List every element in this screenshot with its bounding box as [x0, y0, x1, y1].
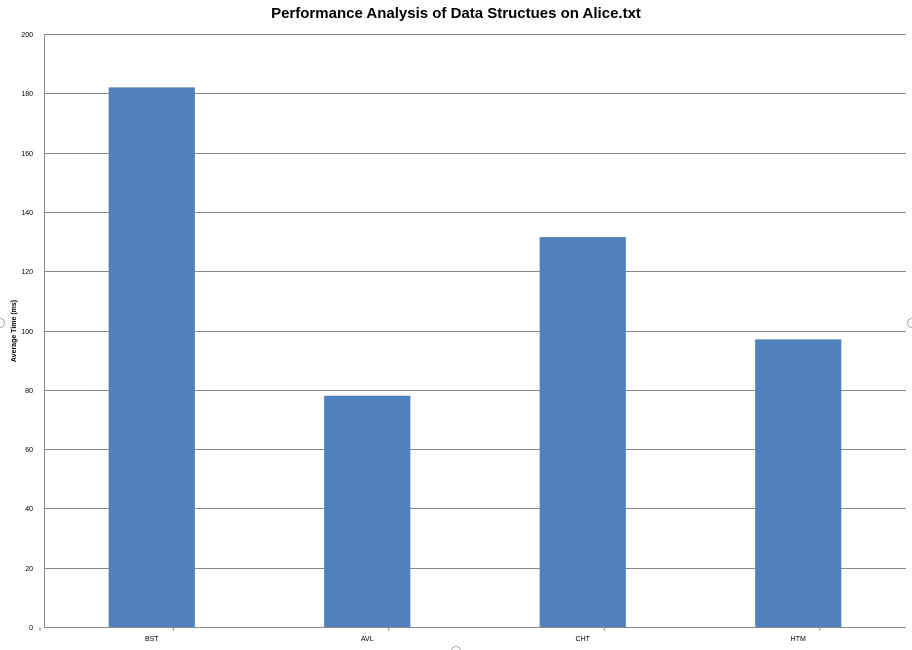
x-tick-label: CHT: [576, 636, 591, 643]
y-tick-label: 60: [25, 447, 33, 454]
y-tick-label: 160: [21, 151, 33, 158]
bar-cht: [539, 237, 626, 628]
chart-title: Performance Analysis of Data Structues o…: [271, 5, 641, 22]
resize-handle[interactable]: [451, 646, 461, 650]
resize-handles[interactable]: [0, 318, 912, 650]
y-tick-label: 200: [21, 32, 33, 39]
x-tick-label: BST: [145, 636, 159, 643]
resize-handle[interactable]: [0, 318, 5, 328]
x-tick-label: HTM: [791, 636, 806, 643]
axes: [39, 34, 906, 631]
y-tick-label: 80: [25, 388, 33, 395]
y-tick-label: 20: [25, 566, 33, 573]
y-tick-label: 100: [21, 329, 33, 336]
y-tick-label: 0: [29, 625, 33, 632]
resize-handle[interactable]: [907, 318, 912, 328]
x-tick-labels: BST AVL CHT HTM: [145, 636, 806, 643]
bars: [108, 87, 842, 628]
x-tick-label: AVL: [361, 636, 374, 643]
y-tick-label: 40: [25, 506, 33, 513]
y-tick-labels: 0 20 40 60 80 100 120 140 160 180 200: [21, 32, 33, 632]
y-axis-label: Average Time (ms): [11, 300, 18, 362]
y-tick-label: 180: [21, 91, 33, 98]
bar-htm: [755, 339, 842, 627]
bar-avl: [324, 395, 411, 627]
y-tick-label: 140: [21, 210, 33, 217]
bar-bst: [108, 87, 195, 628]
y-tick-label: 120: [21, 269, 33, 276]
